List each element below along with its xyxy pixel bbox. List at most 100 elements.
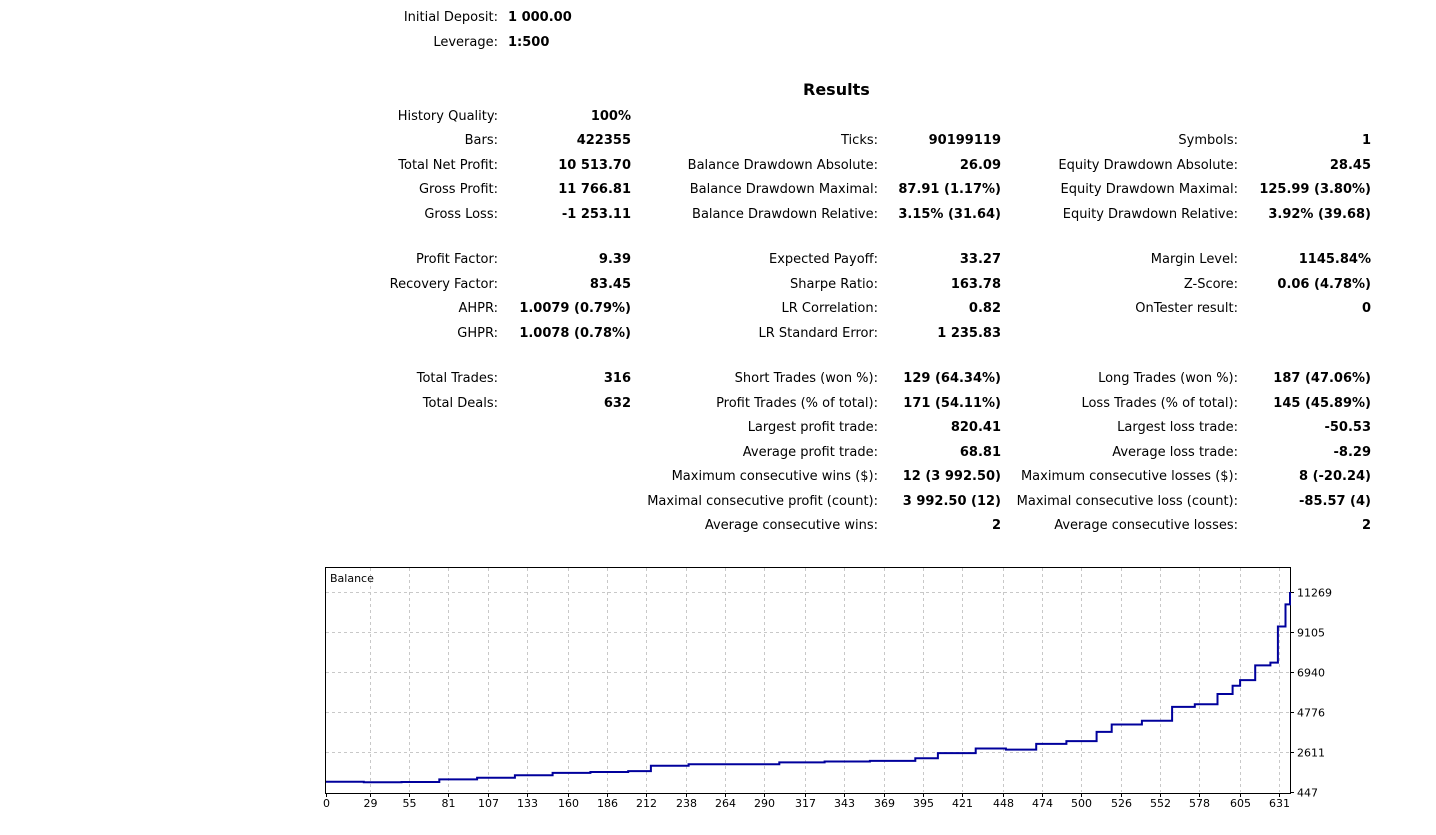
sharpe-ratio-label: Sharpe Ratio: xyxy=(790,277,878,292)
profit-trades-value: 171 (54.11%) xyxy=(903,396,1001,411)
x-tick-label: 0 xyxy=(323,797,330,810)
x-tick-label: 421 xyxy=(952,797,973,810)
total-net-profit-value: 10 513.70 xyxy=(558,158,631,173)
results-title: Results xyxy=(803,80,870,99)
leverage-value: 1:500 xyxy=(508,35,550,50)
x-tick-label: 212 xyxy=(636,797,657,810)
long-trades-value: 187 (47.06%) xyxy=(1273,371,1371,386)
total-trades-label: Total Trades: xyxy=(416,371,498,386)
total-trades-value: 316 xyxy=(603,371,631,386)
x-tick-label: 186 xyxy=(597,797,618,810)
ahpr-value: 1.0079 (0.79%) xyxy=(519,301,631,316)
maximal-consec-profit-label: Maximal consecutive profit (count): xyxy=(647,494,878,509)
x-tick-label: 290 xyxy=(754,797,775,810)
max-consec-losses-value: 8 (-20.24) xyxy=(1299,469,1371,484)
total-net-profit-label: Total Net Profit: xyxy=(398,158,498,173)
history-quality-label: History Quality: xyxy=(397,109,498,124)
balance-dd-max-value: 87.91 (1.17%) xyxy=(898,182,1001,197)
maximal-consec-profit-value: 3 992.50 (12) xyxy=(902,494,1001,509)
largest-loss-trade-label: Largest loss trade: xyxy=(1117,420,1238,435)
x-tick-label: 107 xyxy=(478,797,499,810)
y-tick-label: 2611 xyxy=(1297,747,1325,760)
x-tick-label: 133 xyxy=(517,797,538,810)
profit-factor-label: Profit Factor: xyxy=(416,252,498,267)
balance-dd-rel-label: Balance Drawdown Relative: xyxy=(692,207,878,222)
x-tick-label: 264 xyxy=(715,797,736,810)
average-loss-trade-value: -8.29 xyxy=(1333,445,1371,460)
max-consec-wins-value: 12 (3 992.50) xyxy=(902,469,1001,484)
ontester-result-label: OnTester result: xyxy=(1135,301,1238,316)
x-tick-label: 552 xyxy=(1150,797,1171,810)
largest-loss-trade-value: -50.53 xyxy=(1324,420,1371,435)
ticks-value: 90199119 xyxy=(928,133,1001,148)
largest-profit-trade-label: Largest profit trade: xyxy=(747,420,878,435)
x-tick-label: 500 xyxy=(1071,797,1092,810)
symbols-value: 1 xyxy=(1361,133,1371,148)
avg-consec-losses-label: Average consecutive losses: xyxy=(1054,518,1238,533)
ghpr-value: 1.0078 (0.78%) xyxy=(519,326,631,341)
balance-dd-abs-value: 26.09 xyxy=(959,158,1001,173)
ghpr-label: GHPR: xyxy=(457,326,498,341)
short-trades-value: 129 (64.34%) xyxy=(903,371,1001,386)
total-deals-label: Total Deals: xyxy=(422,396,498,411)
bars-value: 422355 xyxy=(576,133,631,148)
history-quality-value: 100% xyxy=(590,109,631,124)
average-profit-trade-label: Average profit trade: xyxy=(742,445,878,460)
lr-std-error-value: 1 235.83 xyxy=(937,326,1001,341)
avg-consec-wins-value: 2 xyxy=(991,518,1001,533)
z-score-value: 0.06 (4.78%) xyxy=(1277,277,1371,292)
y-tick-label: 9105 xyxy=(1297,627,1325,640)
balance-dd-max-label: Balance Drawdown Maximal: xyxy=(689,182,878,197)
equity-dd-max-label: Equity Drawdown Maximal: xyxy=(1060,182,1238,197)
bars-label: Bars: xyxy=(464,133,498,148)
y-tick-label: 6940 xyxy=(1297,667,1325,680)
total-deals-value: 632 xyxy=(603,396,631,411)
x-tick-label: 29 xyxy=(364,797,378,810)
recovery-factor-label: Recovery Factor: xyxy=(389,277,498,292)
avg-consec-wins-label: Average consecutive wins: xyxy=(704,518,878,533)
x-tick-label: 474 xyxy=(1032,797,1053,810)
sharpe-ratio-value: 163.78 xyxy=(950,277,1001,292)
max-consec-losses-label: Maximum consecutive losses ($): xyxy=(1020,469,1238,484)
x-tick-label: 55 xyxy=(403,797,417,810)
profit-factor-value: 9.39 xyxy=(598,252,631,267)
symbols-label: Symbols: xyxy=(1178,133,1238,148)
gross-loss-value: -1 253.11 xyxy=(561,207,631,222)
gross-loss-label: Gross Loss: xyxy=(424,207,498,222)
profit-trades-label: Profit Trades (% of total): xyxy=(716,396,878,411)
margin-level-value: 1145.84% xyxy=(1298,252,1371,267)
initial-deposit-label: Initial Deposit: xyxy=(403,10,498,25)
x-tick-label: 448 xyxy=(993,797,1014,810)
ahpr-label: AHPR: xyxy=(458,301,498,316)
loss-trades-value: 145 (45.89%) xyxy=(1273,396,1371,411)
x-tick-label: 526 xyxy=(1111,797,1132,810)
margin-level-label: Margin Level: xyxy=(1150,252,1238,267)
maximal-consec-loss-label: Maximal consecutive loss (count): xyxy=(1016,494,1238,509)
short-trades-label: Short Trades (won %): xyxy=(734,371,878,386)
x-tick-label: 160 xyxy=(558,797,579,810)
initial-deposit-value: 1 000.00 xyxy=(508,10,572,25)
gross-profit-value: 11 766.81 xyxy=(558,182,631,197)
equity-dd-rel-value: 3.92% (39.68) xyxy=(1268,207,1371,222)
ticks-label: Ticks: xyxy=(841,133,878,148)
x-tick-label: 578 xyxy=(1189,797,1210,810)
lr-correlation-value: 0.82 xyxy=(968,301,1001,316)
loss-trades-label: Loss Trades (% of total): xyxy=(1081,396,1238,411)
maximal-consec-loss-value: -85.57 (4) xyxy=(1299,494,1371,509)
z-score-label: Z-Score: xyxy=(1183,277,1238,292)
x-tick-label: 238 xyxy=(676,797,697,810)
y-tick-label: 4776 xyxy=(1297,707,1325,720)
x-tick-label: 343 xyxy=(834,797,855,810)
balance-dd-rel-value: 3.15% (31.64) xyxy=(898,207,1001,222)
ontester-result-value: 0 xyxy=(1361,301,1371,316)
lr-correlation-label: LR Correlation: xyxy=(781,301,878,316)
recovery-factor-value: 83.45 xyxy=(589,277,631,292)
y-tick-label: 447 xyxy=(1297,787,1318,800)
average-profit-trade-value: 68.81 xyxy=(959,445,1001,460)
equity-dd-max-value: 125.99 (3.80%) xyxy=(1259,182,1371,197)
x-tick-label: 605 xyxy=(1230,797,1251,810)
x-tick-label: 81 xyxy=(442,797,456,810)
gross-profit-label: Gross Profit: xyxy=(418,182,498,197)
x-tick-label: 395 xyxy=(913,797,934,810)
